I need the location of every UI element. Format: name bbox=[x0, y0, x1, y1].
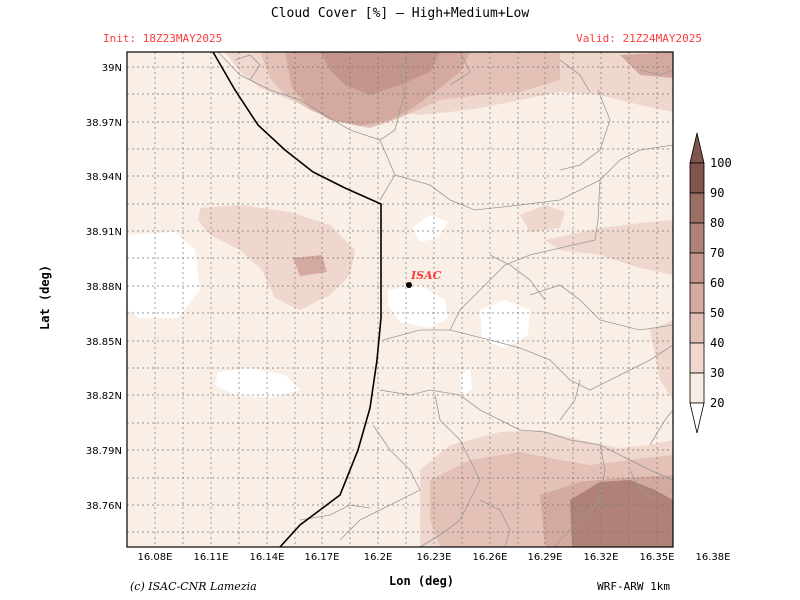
y-tick: 38.97N bbox=[86, 118, 122, 129]
clear-area-southwest bbox=[215, 368, 300, 398]
colorbar-swatch bbox=[689, 192, 705, 224]
colorbar-label: 80 bbox=[710, 216, 724, 230]
x-tick: 16.26E bbox=[473, 552, 508, 563]
colorbar-label: 60 bbox=[710, 276, 724, 290]
cloud-mass-south-core bbox=[570, 480, 673, 547]
x-tick: 16.2E bbox=[364, 552, 393, 563]
x-tick: 16.08E bbox=[138, 552, 173, 563]
valid-time: Valid: 21Z24MAY2025 bbox=[576, 32, 702, 45]
colorbar-labels: 100 90 80 70 60 50 40 30 20 bbox=[710, 156, 732, 410]
colorbar-swatch bbox=[689, 312, 705, 344]
x-tick: 16.29E bbox=[528, 552, 563, 563]
x-tick: 16.38E bbox=[696, 552, 731, 563]
cloud-field bbox=[127, 52, 673, 547]
init-time: Init: 18Z23MAY2025 bbox=[103, 32, 223, 45]
map-frame bbox=[126, 51, 674, 548]
y-tick: 38.79N bbox=[86, 446, 122, 457]
colorbar-label: 40 bbox=[710, 336, 724, 350]
colorbar-label: 70 bbox=[710, 246, 724, 260]
x-tick: 16.17E bbox=[305, 552, 340, 563]
cloud-patch-east-edge bbox=[650, 320, 673, 400]
colorbar-label: 100 bbox=[710, 156, 732, 170]
colorbar-swatch bbox=[689, 222, 705, 254]
map-title: Cloud Cover [%] — High+Medium+Low bbox=[270, 6, 530, 21]
y-tick: 38.82N bbox=[86, 391, 122, 402]
colorbar-bottom-arrow bbox=[689, 402, 705, 434]
clear-area-east bbox=[480, 300, 530, 348]
colorbar-swatch bbox=[689, 342, 705, 374]
y-tick: 38.91N bbox=[86, 227, 122, 238]
road-lines bbox=[217, 52, 673, 547]
coastline bbox=[212, 52, 382, 547]
x-tick-labels: 16.08E 16.11E 16.14E 16.17E 16.2E 16.23E… bbox=[138, 552, 731, 563]
clear-area-center bbox=[388, 285, 448, 328]
y-axis-label: Lat (deg) bbox=[38, 264, 52, 330]
cloud-patch-small-1 bbox=[520, 205, 565, 232]
y-tick-labels: 39N 38.97N 38.94N 38.91N 38.88N 38.85N 3… bbox=[86, 63, 122, 512]
y-tick: 38.76N bbox=[86, 501, 122, 512]
colorbar-swatch bbox=[689, 372, 705, 404]
cloud-patch-west-core bbox=[293, 255, 327, 276]
y-tick: 38.94N bbox=[86, 172, 122, 183]
cloud-patch-east bbox=[545, 220, 673, 275]
isac-marker-label: ISAC bbox=[410, 269, 442, 282]
clear-area-north-center bbox=[412, 215, 448, 242]
colorbar bbox=[689, 132, 705, 434]
isac-marker-dot bbox=[406, 282, 412, 288]
colorbar-swatch bbox=[689, 162, 705, 194]
y-tick: 38.88N bbox=[86, 282, 122, 293]
grid-lines bbox=[127, 52, 673, 547]
x-tick: 16.11E bbox=[194, 552, 229, 563]
colorbar-top-arrow bbox=[689, 132, 705, 164]
colorbar-label: 20 bbox=[710, 396, 724, 410]
colorbar-swatch bbox=[689, 252, 705, 284]
credit-text: (c) ISAC-CNR Lamezia bbox=[130, 580, 257, 593]
y-tick: 39N bbox=[102, 63, 122, 74]
colorbar-label: 90 bbox=[710, 186, 724, 200]
model-text: WRF-ARW 1km bbox=[597, 580, 670, 593]
x-tick: 16.32E bbox=[584, 552, 619, 563]
colorbar-label: 30 bbox=[710, 366, 724, 380]
clear-area-west bbox=[127, 232, 200, 318]
cloud-patch-ne bbox=[620, 52, 673, 78]
y-tick: 38.85N bbox=[86, 337, 122, 348]
x-tick: 16.35E bbox=[640, 552, 675, 563]
x-axis-label: Lon (deg) bbox=[389, 574, 455, 588]
x-tick: 16.23E bbox=[417, 552, 452, 563]
clear-area-small bbox=[460, 368, 472, 395]
x-tick: 16.14E bbox=[250, 552, 285, 563]
colorbar-swatch bbox=[689, 282, 705, 314]
colorbar-label: 50 bbox=[710, 306, 724, 320]
